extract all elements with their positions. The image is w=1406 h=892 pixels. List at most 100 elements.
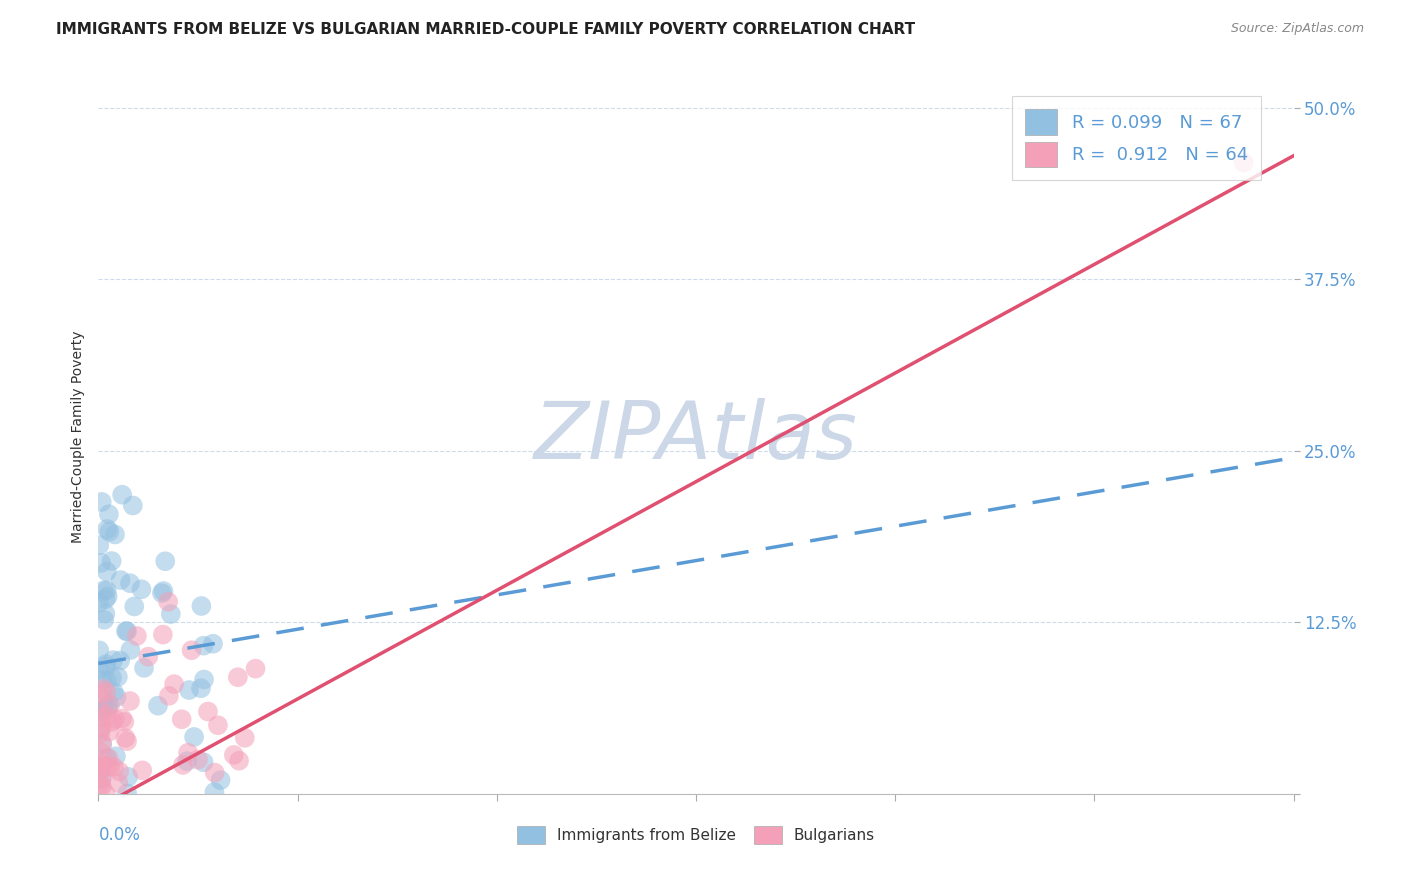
Point: [108, 764, 131, 779]
Point: [103, 685, 125, 699]
Point: [97, 508, 120, 522]
Point: [228, 754, 250, 768]
Point: [111, 712, 134, 726]
Point: [245, 662, 267, 676]
Point: [115, 624, 138, 639]
Point: [107, 776, 129, 790]
Point: [89, 727, 111, 741]
Point: [193, 756, 215, 770]
Point: [90, 779, 112, 793]
Point: [103, 653, 125, 667]
Point: [1233, 155, 1256, 169]
Point: [157, 595, 180, 609]
Point: [90, 556, 112, 570]
Point: [204, 785, 226, 799]
Point: [101, 671, 124, 685]
Point: [89, 663, 111, 677]
Point: [170, 712, 193, 726]
Point: [108, 654, 131, 668]
Point: [152, 627, 174, 641]
Point: [105, 690, 128, 704]
Point: [207, 718, 229, 732]
Point: [96, 673, 118, 688]
Point: [103, 760, 125, 774]
Point: [222, 747, 245, 762]
Point: [155, 554, 177, 568]
Point: [111, 488, 134, 502]
Point: [87, 702, 110, 716]
Point: [190, 599, 212, 613]
Legend: Immigrants from Belize, Bulgarians: Immigrants from Belize, Bulgarians: [510, 820, 882, 850]
Point: [104, 712, 127, 726]
Point: [90, 745, 112, 759]
Point: [209, 773, 232, 788]
Point: [193, 639, 215, 653]
Point: [97, 751, 120, 765]
Point: [197, 705, 219, 719]
Point: [150, 586, 173, 600]
Point: [115, 734, 138, 748]
Point: [202, 637, 225, 651]
Point: [96, 660, 118, 674]
Point: [107, 670, 129, 684]
Point: [104, 527, 127, 541]
Point: [226, 670, 249, 684]
Point: [131, 764, 153, 778]
Point: [180, 643, 202, 657]
Point: [115, 787, 138, 801]
Point: [125, 629, 148, 643]
Point: [163, 677, 186, 691]
Text: IMMIGRANTS FROM BELIZE VS BULGARIAN MARRIED-COUPLE FAMILY POVERTY CORRELATION CH: IMMIGRANTS FROM BELIZE VS BULGARIAN MARR…: [56, 22, 915, 37]
Point: [118, 576, 141, 591]
Point: [87, 756, 110, 771]
Point: [90, 721, 112, 735]
Point: [233, 731, 256, 745]
Point: [118, 694, 141, 708]
Point: [90, 762, 112, 776]
Point: [96, 759, 118, 773]
Point: [89, 643, 111, 657]
Point: [176, 754, 198, 768]
Point: [112, 714, 135, 729]
Point: [96, 751, 118, 765]
Point: [152, 584, 174, 599]
Point: [110, 573, 132, 587]
Point: [90, 495, 112, 509]
Point: [115, 624, 138, 638]
Point: [97, 702, 120, 716]
Point: [101, 714, 124, 729]
Point: [91, 673, 114, 687]
Point: [87, 596, 110, 610]
Point: [190, 681, 212, 696]
Point: [114, 731, 136, 745]
Point: [120, 643, 142, 657]
Point: [89, 538, 111, 552]
Point: [94, 592, 117, 607]
Point: [94, 607, 117, 621]
Point: [90, 772, 112, 786]
Point: [100, 698, 122, 712]
Point: [87, 760, 110, 774]
Point: [131, 582, 153, 597]
Text: ZIPAtlas: ZIPAtlas: [534, 398, 858, 476]
Point: [87, 770, 110, 784]
Point: [104, 749, 127, 764]
Point: [121, 499, 143, 513]
Point: [146, 698, 169, 713]
Y-axis label: Married-Couple Family Poverty: Married-Couple Family Poverty: [70, 331, 84, 543]
Point: [91, 737, 114, 751]
Point: [90, 772, 112, 787]
Point: [98, 524, 121, 539]
Point: [94, 787, 117, 801]
Point: [117, 770, 139, 784]
Point: [132, 661, 155, 675]
Point: [177, 746, 200, 760]
Point: [177, 683, 200, 698]
Point: [157, 689, 180, 703]
Point: [91, 681, 114, 696]
Point: [96, 583, 118, 598]
Point: [97, 590, 120, 604]
Point: [91, 737, 114, 751]
Point: [89, 723, 111, 737]
Point: [94, 657, 117, 672]
